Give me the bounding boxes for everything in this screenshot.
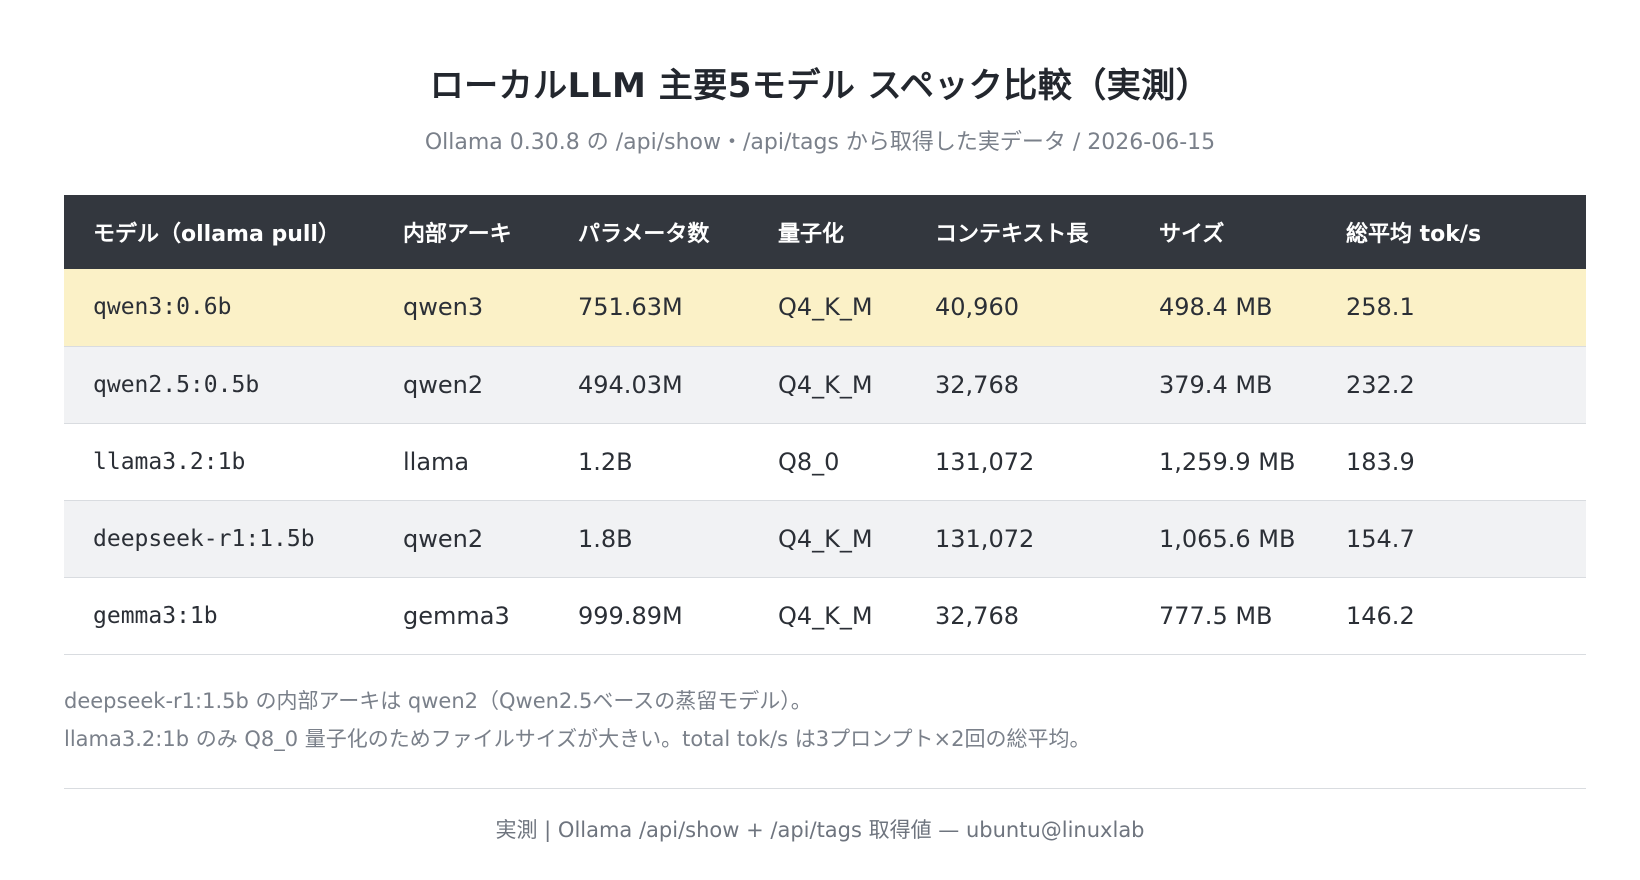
table-row: llama3.2:1b llama 1.2B Q8_0 131,072 1,25…	[64, 423, 1586, 500]
cell-size: 498.4 MB	[1159, 293, 1273, 322]
header-size: サイズ	[1159, 222, 1225, 247]
cell-tokens-per-second: 146.2	[1346, 601, 1415, 630]
cell-context-length: 32,768	[935, 370, 1019, 399]
cell-quantization: Q4_K_M	[778, 293, 873, 322]
cell-size: 777.5 MB	[1159, 601, 1273, 630]
cell-tokens-per-second: 183.9	[1346, 447, 1415, 476]
cell-parameters: 751.63M	[578, 293, 683, 322]
page-subtitle: Ollama 0.30.8 の /api/show・/api/tags から取得…	[424, 130, 1216, 155]
cell-context-length: 131,072	[935, 447, 1035, 476]
footer: 実測 | Ollama /api/show + /api/tags 取得値 — …	[495, 818, 1145, 842]
header-context-length: コンテキスト長	[935, 222, 1089, 247]
header-tokens-per-second: 総平均 tok/s	[1346, 222, 1482, 247]
header-model: モデル（ollama pull）	[93, 222, 340, 247]
note-line: llama3.2:1b のみ Q8_0 量子化のためファイルサイズが大きい。to…	[64, 727, 1091, 751]
header-architecture: 内部アーキ	[403, 222, 512, 247]
cell-parameters: 1.8B	[578, 524, 633, 553]
cell-parameters: 494.03M	[578, 370, 683, 399]
header-parameters: パラメータ数	[578, 222, 710, 247]
cell-model: llama3.2:1b	[93, 448, 246, 475]
cell-quantization: Q8_0	[778, 447, 840, 476]
cell-size: 379.4 MB	[1159, 370, 1273, 399]
cell-parameters: 999.89M	[578, 601, 683, 630]
cell-model: deepseek-r1:1.5b	[93, 525, 315, 552]
cell-quantization: Q4_K_M	[778, 601, 873, 630]
cell-architecture: qwen2	[403, 524, 484, 553]
notes: deepseek-r1:1.5b の内部アーキは qwen2（Qwen2.5ベー…	[64, 682, 1586, 758]
cell-model: qwen3:0.6b	[93, 294, 232, 321]
cell-context-length: 131,072	[935, 524, 1035, 553]
cell-size: 1,259.9 MB	[1159, 447, 1296, 476]
header-quantization: 量子化	[778, 222, 845, 247]
footer-divider	[64, 788, 1586, 789]
cell-size: 1,065.6 MB	[1159, 524, 1296, 553]
cell-tokens-per-second: 258.1	[1346, 293, 1415, 322]
cell-context-length: 40,960	[935, 293, 1019, 322]
note-line: deepseek-r1:1.5b の内部アーキは qwen2（Qwen2.5ベー…	[64, 689, 812, 713]
cell-quantization: Q4_K_M	[778, 370, 873, 399]
table-row: qwen3:0.6b qwen3 751.63M Q4_K_M 40,960 4…	[64, 269, 1586, 346]
spec-table: モデル（ollama pull） 内部アーキ パラメータ数 量子化 コンテキスト…	[64, 195, 1586, 655]
cell-architecture: llama	[403, 447, 470, 476]
cell-quantization: Q4_K_M	[778, 524, 873, 553]
cell-architecture: gemma3	[403, 601, 510, 630]
cell-architecture: qwen2	[403, 370, 484, 399]
table-row: deepseek-r1:1.5b qwen2 1.8B Q4_K_M 131,0…	[64, 500, 1586, 577]
page-title: ローカルLLM 主要5モデル スペック比較（実測）	[429, 66, 1211, 106]
table-row: gemma3:1b gemma3 999.89M Q4_K_M 32,768 7…	[64, 577, 1586, 654]
table-header-row: モデル（ollama pull） 内部アーキ パラメータ数 量子化 コンテキスト…	[64, 195, 1586, 269]
cell-parameters: 1.2B	[578, 447, 633, 476]
table-row: qwen2.5:0.5b qwen2 494.03M Q4_K_M 32,768…	[64, 346, 1586, 423]
cell-tokens-per-second: 154.7	[1346, 524, 1415, 553]
cell-context-length: 32,768	[935, 601, 1019, 630]
cell-model: gemma3:1b	[93, 602, 218, 629]
cell-tokens-per-second: 232.2	[1346, 370, 1415, 399]
cell-model: qwen2.5:0.5b	[93, 371, 260, 398]
cell-architecture: qwen3	[403, 293, 484, 322]
spec-table-container: モデル（ollama pull） 内部アーキ パラメータ数 量子化 コンテキスト…	[64, 195, 1586, 655]
